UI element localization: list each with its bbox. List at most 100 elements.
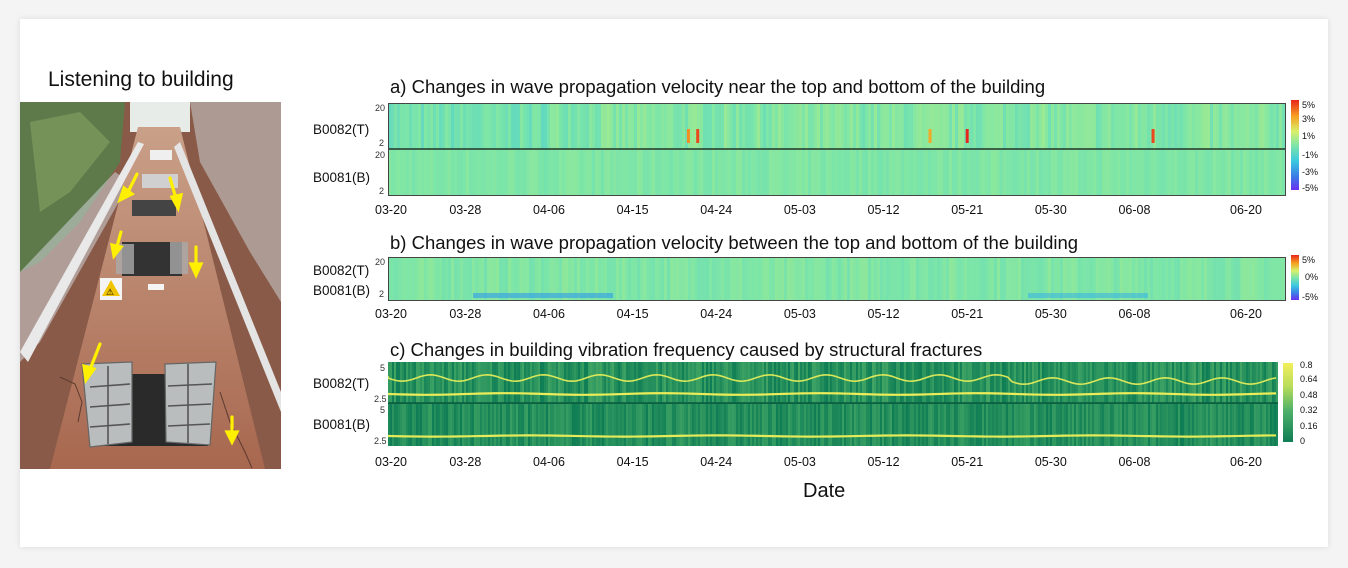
panel-c-bottom-cell [882, 404, 884, 446]
panel-c-bottom-cell [1012, 404, 1014, 446]
x-tick-label: 04-24 [700, 307, 733, 321]
panel-a-top-cell [448, 103, 451, 149]
panel-c-top-cell [908, 362, 910, 403]
panel-a-bottom-cell [901, 150, 904, 196]
panel-a-top-cell [607, 103, 610, 149]
panel-c-bottom-cell [790, 404, 792, 446]
panel-a-top-cell [1234, 103, 1237, 149]
panel-c-top-cell [1250, 362, 1252, 403]
panel-c-bottom-cell [1234, 404, 1236, 446]
panel-a-top-cell [472, 103, 475, 149]
panel-b-cell [1063, 257, 1066, 301]
panel-c-bottom-cell [836, 404, 838, 446]
panel-a-bottom-cell [769, 150, 772, 196]
panel-a-top-cell [1240, 103, 1243, 149]
panel-a-top-cell [613, 103, 616, 149]
panel-c-bottom-cell [1204, 404, 1206, 446]
panel-c-top-cell [616, 362, 618, 403]
panel-c-bottom-cell [844, 404, 846, 446]
panel-c-top-cell [962, 362, 964, 403]
panel-a-bottom-cell [1048, 150, 1051, 196]
panel-c-top-cell [926, 362, 928, 403]
panel-c-top-cell [1156, 362, 1158, 403]
panel-c-bottom-cell [982, 404, 984, 446]
panel-c-top-cell [636, 362, 638, 403]
panel-a-bottom-cell [721, 150, 724, 196]
panel-b-cell [817, 257, 820, 301]
panel-a-top-cell [1078, 103, 1081, 149]
panel-c-bottom-cell [1144, 404, 1146, 446]
panel-c-bottom-cell [884, 404, 886, 446]
panel-b-cell [1195, 257, 1198, 301]
panel-c-top-cell [804, 362, 806, 403]
panel-a-bottom-cell [1093, 150, 1096, 196]
panel-a-top-cell [505, 103, 508, 149]
panel-a-bottom-cell [1261, 150, 1264, 196]
panel-c-bottom-cell [908, 404, 910, 446]
panel-c-bottom-cell [710, 404, 712, 446]
panel-a-top-cell [520, 103, 523, 149]
panel-c-bottom-cell [706, 404, 708, 446]
panel-b-cell [955, 257, 958, 301]
panel-c-top-cell [864, 362, 866, 403]
panel-c-top-cell [1276, 362, 1278, 403]
panel-a-top-cell [682, 103, 685, 149]
panel-c-bottom-cell [1172, 404, 1174, 446]
panel-b-cell [730, 257, 733, 301]
panel-b-cell [631, 257, 634, 301]
panel-c-bottom-cell [720, 404, 722, 446]
panel-a-top-cell [538, 103, 541, 149]
panel-b-cell [679, 257, 682, 301]
panel-a-top-cell [1261, 103, 1264, 149]
panel-c-top-cell [956, 362, 958, 403]
panel-b-cell [1009, 257, 1012, 301]
panel-c-top-cell [530, 362, 532, 403]
panel-c-top-cell [468, 362, 470, 403]
panel-b-cell [481, 257, 484, 301]
panel-c-top-cell [1004, 362, 1006, 403]
panel-b-cell [1114, 257, 1117, 301]
panel-b-cell [640, 257, 643, 301]
panel-c-bottom-cell [956, 404, 958, 446]
panel-b-cell [616, 257, 619, 301]
panel-c-top-cell [446, 362, 448, 403]
panel-c-bottom-cell [560, 404, 562, 446]
panel-a-top-cell [1216, 103, 1219, 149]
panel-a-bottom-cell [1147, 150, 1150, 196]
panel-a-top-cell [775, 103, 778, 149]
panel-a-bottom-cell [1240, 150, 1243, 196]
panel-c-bottom-cell [566, 404, 568, 446]
x-tick-label: 06-08 [1118, 307, 1151, 321]
panel-a-top-cell [712, 103, 715, 149]
panel-c-top-cell [1210, 362, 1212, 403]
panel-c-top-cell [1244, 362, 1246, 403]
panel-b-cell [1036, 257, 1039, 301]
panel-b-cell [496, 257, 499, 301]
panel-c-top-cell [564, 362, 566, 403]
panel-b-cell [712, 257, 715, 301]
panel-a-top-cell [1114, 103, 1117, 149]
panel-b-cell [781, 257, 784, 301]
panel-a-top-cell [1168, 103, 1171, 149]
panel-b-low-band [473, 293, 613, 298]
panel-c-top-cell [966, 362, 968, 403]
panel-a-cbar-tick-3: 1% [1302, 131, 1316, 141]
panel-c-top-cell [550, 362, 552, 403]
panel-a-top-cell [838, 103, 841, 149]
panel-a-bottom-cell [880, 150, 883, 196]
panel-b-cell [412, 257, 415, 301]
panel-a-hotspot [928, 129, 932, 143]
panel-a-bottom-cell [787, 150, 790, 196]
panel-c-top-cell [1248, 362, 1250, 403]
panel-a-bottom-cell [487, 150, 490, 196]
panel-c-top-cell [542, 362, 544, 403]
panel-a-top-cell [436, 103, 439, 149]
panel-c-top-cell [1164, 362, 1166, 403]
panel-c-bottom-cell [892, 404, 894, 446]
panel-b-cell [772, 257, 775, 301]
panel-a-top-cell [1210, 103, 1213, 149]
panel-b-cell [829, 257, 832, 301]
panel-a-top-cell [625, 103, 628, 149]
panel-c-bottom-cell [1210, 404, 1212, 446]
panel-a-top-cell [889, 103, 892, 149]
